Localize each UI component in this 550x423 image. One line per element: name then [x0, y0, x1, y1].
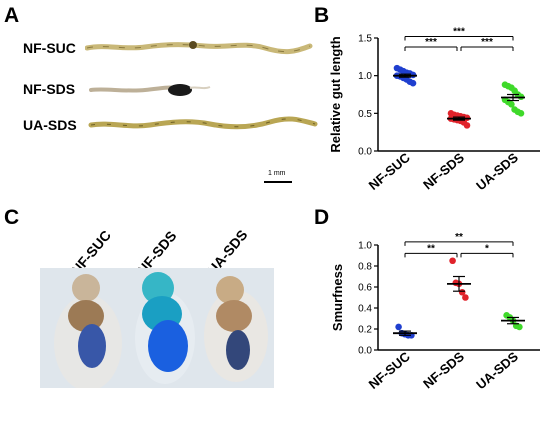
gut-nf-suc: [85, 42, 313, 55]
gut-nf-sds: [89, 85, 182, 93]
y-tick-label: 0.4: [358, 304, 372, 315]
y-tick-label: 0.2: [358, 325, 372, 336]
x-tick-label: UA-SDS: [473, 150, 521, 194]
chart-relative-gut-length: 0.0 0.5 1.0 1.5 Relative gut length NF-SUC NF-…: [328, 26, 540, 194]
scale-bar-label: 1 mm: [268, 170, 286, 177]
x-tick-label: UA-SDS: [473, 349, 521, 393]
data-point: [463, 122, 471, 129]
fly-ua-sds: [204, 276, 268, 382]
y-tick-label: 0.5: [358, 109, 372, 120]
y-tick-label: 0.0: [358, 346, 372, 357]
data-point: [395, 323, 402, 331]
significance-label: *: [485, 243, 489, 254]
fly-images: [40, 268, 274, 388]
x-tick-label: NF-SUC: [366, 348, 414, 391]
y-tick-label: 0.0: [358, 147, 372, 158]
y-tick-label: 1.0: [358, 71, 372, 82]
significance-label: **: [455, 232, 463, 243]
scale-bar: [264, 181, 292, 183]
panel-letter-c: C: [4, 206, 20, 229]
data-point: [462, 294, 469, 301]
x-tick-label: NF-SUC: [366, 149, 414, 192]
y-axis-label: Relative gut length: [328, 36, 343, 152]
x-tick-label: NF-SDS: [420, 349, 467, 392]
y-tick-label: 1.0: [358, 241, 372, 252]
x-tick-label: NF-SDS: [420, 150, 467, 193]
gut-images: [85, 41, 318, 130]
gut-label-nf-suc: NF-SUC: [23, 40, 76, 56]
data-point: [508, 100, 515, 108]
significance-label: ***: [481, 37, 493, 48]
gut-nf-sds-tail: [189, 86, 211, 90]
chart-smurfness: 0.0 0.2 0.4 0.6 0.8 1.0 Smurfness NF-SUC NF-SDS U…: [330, 232, 540, 393]
data-point: [516, 323, 523, 331]
panel-letter-d: D: [314, 206, 330, 229]
fly-nf-suc: [54, 274, 122, 388]
y-tick-label: 0.8: [358, 262, 372, 273]
data-point: [409, 79, 417, 87]
significance-label: ***: [453, 26, 465, 37]
gut-nf-suc-spot: [189, 41, 197, 49]
y-tick-label: 0.6: [358, 283, 372, 294]
significance-label: ***: [425, 37, 437, 48]
panel-letter-a: A: [4, 4, 20, 27]
data-point: [517, 110, 525, 117]
y-tick-label: 1.5: [358, 34, 372, 45]
gut-nf-suc-shade: [86, 44, 311, 53]
gut-ua-sds-shade: [90, 118, 316, 128]
significance-label: **: [427, 243, 435, 254]
gut-label-nf-sds: NF-SDS: [23, 81, 76, 97]
gut-nf-sds-dark: [168, 84, 192, 96]
fly-nf-sds: [135, 272, 195, 384]
y-axis-label: Smurfness: [330, 264, 345, 331]
data-point: [449, 257, 456, 265]
panel-letter-b: B: [314, 4, 330, 27]
gut-label-ua-sds: UA-SDS: [23, 117, 77, 133]
